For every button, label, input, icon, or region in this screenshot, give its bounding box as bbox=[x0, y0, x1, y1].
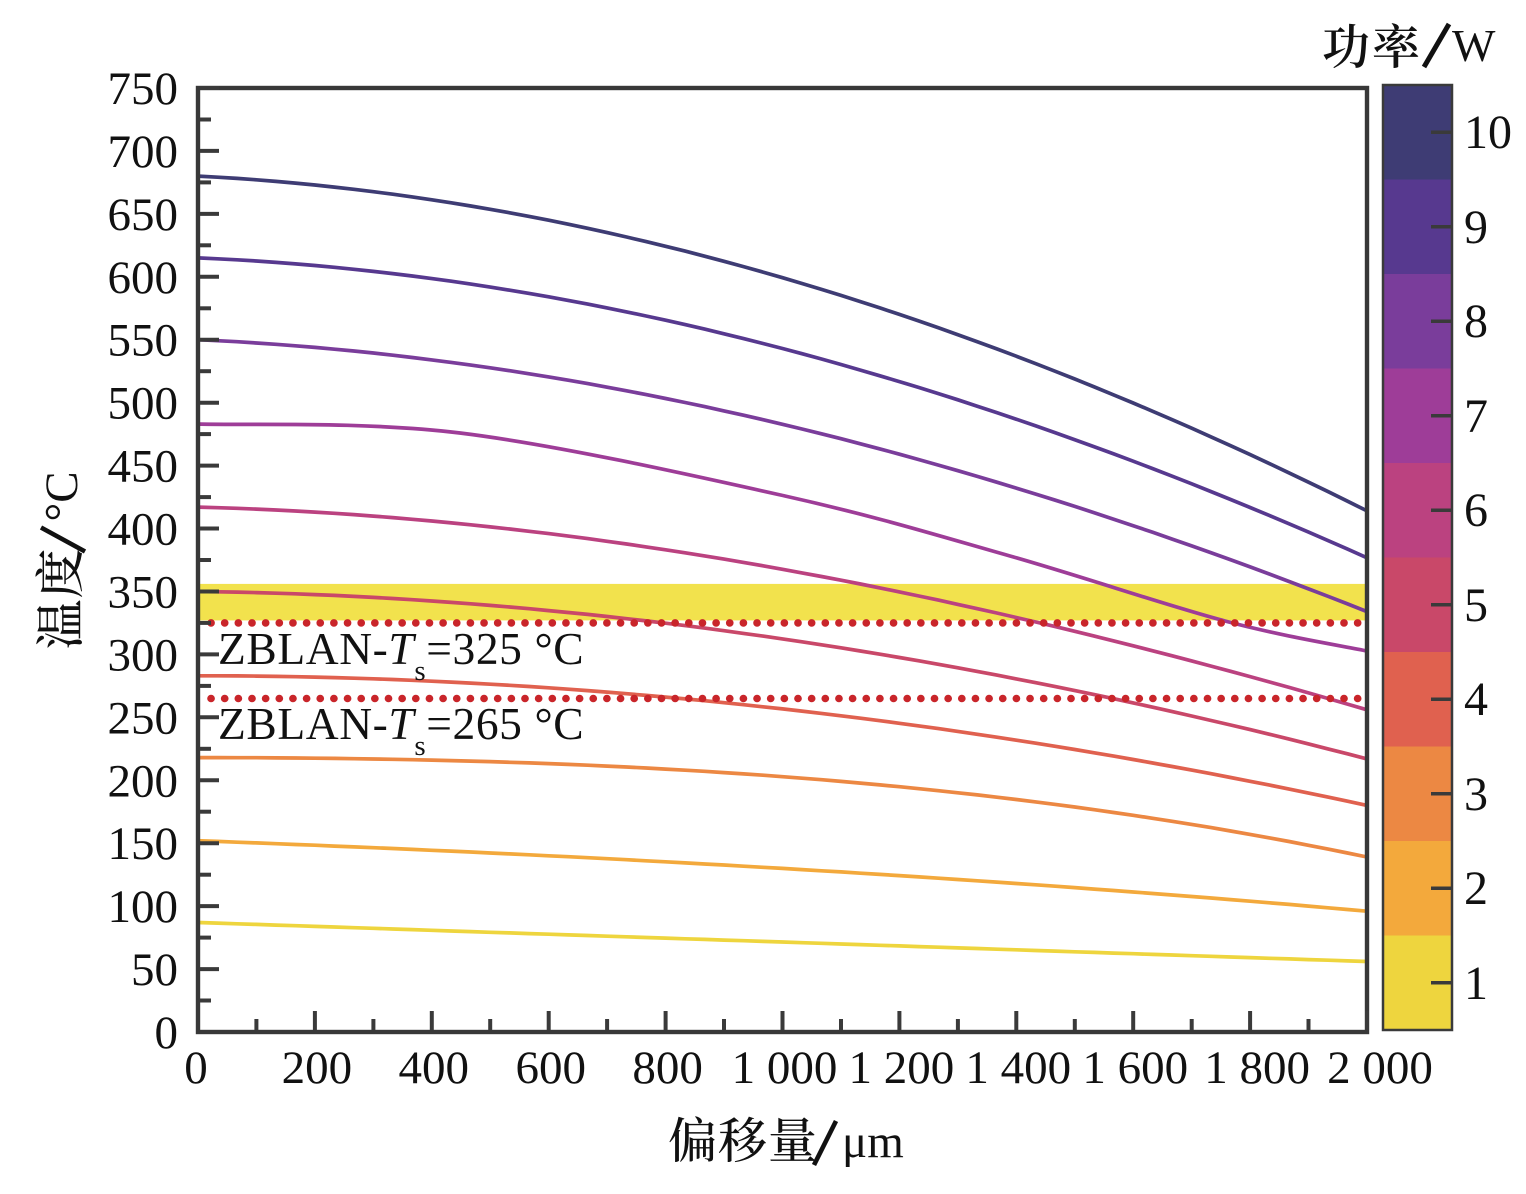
svg-text:°C: °C bbox=[36, 471, 88, 521]
svg-text:450: 450 bbox=[108, 441, 179, 493]
svg-text:1 000: 1 000 bbox=[732, 1042, 838, 1094]
svg-text:1 600: 1 600 bbox=[1082, 1042, 1188, 1094]
svg-text:5: 5 bbox=[1464, 579, 1488, 632]
svg-text:400: 400 bbox=[399, 1042, 470, 1094]
svg-text:9: 9 bbox=[1464, 201, 1488, 254]
svg-text:200: 200 bbox=[282, 1042, 353, 1094]
svg-text:500: 500 bbox=[108, 378, 179, 430]
svg-text:1 400: 1 400 bbox=[965, 1042, 1071, 1094]
svg-text:700: 700 bbox=[108, 126, 179, 178]
svg-text:100: 100 bbox=[108, 881, 179, 933]
svg-text:300: 300 bbox=[108, 629, 179, 681]
svg-text:2 000: 2 000 bbox=[1327, 1042, 1433, 1094]
svg-text:1 800: 1 800 bbox=[1204, 1042, 1310, 1094]
svg-text:μm: μm bbox=[842, 1116, 904, 1168]
svg-text:0: 0 bbox=[155, 1007, 179, 1059]
svg-text:650: 650 bbox=[108, 189, 179, 241]
svg-text:6: 6 bbox=[1464, 484, 1488, 537]
svg-text:400: 400 bbox=[108, 504, 179, 556]
svg-text:600: 600 bbox=[515, 1042, 586, 1094]
svg-text:800: 800 bbox=[632, 1042, 703, 1094]
svg-text:2: 2 bbox=[1464, 862, 1488, 915]
svg-text:7: 7 bbox=[1464, 390, 1488, 443]
svg-text:350: 350 bbox=[108, 567, 179, 619]
svg-text:150: 150 bbox=[108, 818, 179, 870]
svg-text:4: 4 bbox=[1464, 673, 1488, 726]
svg-text:600: 600 bbox=[108, 252, 179, 304]
svg-text:250: 250 bbox=[108, 692, 179, 744]
svg-text:8: 8 bbox=[1464, 295, 1488, 348]
svg-text:3: 3 bbox=[1464, 768, 1488, 821]
svg-text:1 200: 1 200 bbox=[849, 1042, 955, 1094]
svg-text:50: 50 bbox=[131, 944, 178, 996]
svg-text:10: 10 bbox=[1464, 106, 1512, 159]
svg-text:750: 750 bbox=[108, 63, 179, 115]
svg-text:0: 0 bbox=[184, 1042, 208, 1094]
svg-text:W: W bbox=[1452, 20, 1496, 71]
svg-text:550: 550 bbox=[108, 315, 179, 367]
svg-text:200: 200 bbox=[108, 755, 179, 807]
svg-text:1: 1 bbox=[1464, 957, 1488, 1010]
